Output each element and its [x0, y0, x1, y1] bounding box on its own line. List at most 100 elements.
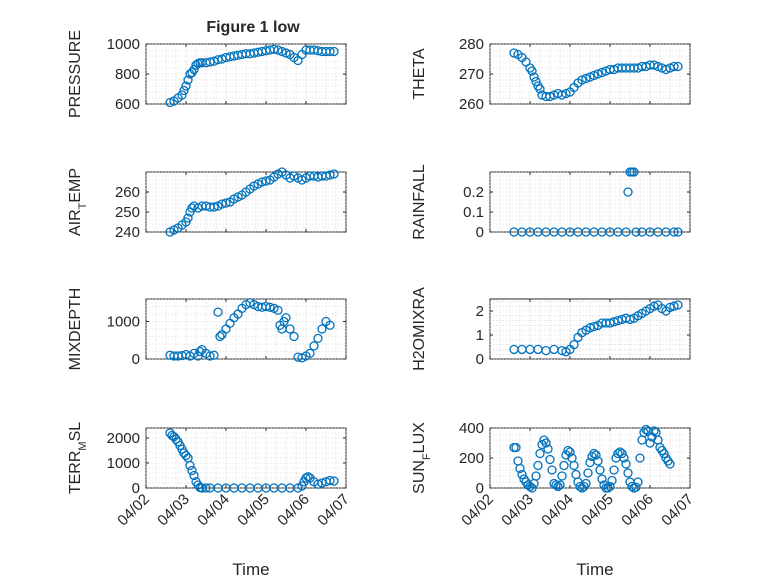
data-point — [665, 302, 675, 313]
data-point — [645, 438, 655, 448]
data-point — [595, 465, 605, 475]
data-point — [213, 307, 223, 317]
y-tick-label: 0.2 — [463, 184, 484, 201]
data-point — [649, 301, 659, 311]
y-tick-label: 1000 — [107, 314, 140, 331]
x-tick-label: 04/06 — [274, 491, 313, 530]
data-point — [221, 198, 231, 208]
data-point — [593, 69, 603, 79]
data-point — [527, 483, 537, 493]
data-point — [581, 478, 591, 489]
data-point — [529, 72, 539, 82]
data-point — [669, 61, 679, 72]
data-point — [547, 465, 557, 475]
y-tick-label: 260 — [115, 184, 140, 201]
data-point — [181, 81, 191, 91]
data-point — [557, 90, 567, 100]
y-tick-label: 280 — [459, 36, 484, 53]
y-tick-label: 0 — [132, 480, 140, 497]
data-point — [329, 46, 339, 57]
data-point — [265, 302, 275, 312]
data-point — [565, 447, 575, 457]
data-point — [261, 176, 271, 186]
data-point — [313, 333, 323, 344]
data-point — [297, 481, 307, 491]
x-tick-label: 04/03 — [498, 491, 537, 530]
data-point — [629, 167, 639, 177]
data-point — [189, 470, 199, 481]
data-point — [603, 483, 613, 493]
y-tick-label: 270 — [459, 66, 484, 83]
y-axis-label: RAINFALL — [411, 164, 428, 240]
data-point — [317, 478, 327, 488]
y-tick-label: 0 — [476, 351, 484, 368]
data-point — [581, 73, 591, 84]
data-point — [179, 85, 189, 96]
y-tick-label: 0.1 — [463, 204, 484, 221]
data-point — [277, 46, 287, 57]
data-point — [215, 331, 225, 342]
data-point — [303, 472, 313, 482]
data-point — [541, 438, 551, 448]
y-axis-label: SUNFLUX — [411, 422, 433, 494]
data-point — [309, 341, 319, 351]
data-point — [527, 66, 537, 76]
data-point — [535, 84, 545, 94]
data-point — [305, 348, 315, 359]
x-tick-label: 04/06 — [618, 491, 657, 530]
y-axis-label: PRESSURE — [67, 30, 84, 118]
y-axis-label: TERRMSL — [67, 422, 89, 494]
subplot-h2omixra: 0 1 2 H2OMIXRA — [411, 287, 691, 371]
x-axis-label-left: Time — [232, 560, 269, 579]
data-point — [181, 450, 191, 461]
data-point — [635, 453, 645, 463]
data-point — [205, 351, 215, 361]
data-point — [187, 465, 197, 476]
figure-title: Figure 1 low — [206, 19, 300, 36]
y-tick-label: 0 — [476, 480, 484, 497]
data-point — [281, 48, 291, 58]
data-point — [559, 460, 569, 471]
data-point — [209, 202, 219, 212]
x-tick-label: 04/07 — [314, 491, 353, 530]
data-point — [597, 474, 607, 484]
x-tick-label: 04/04 — [194, 491, 233, 530]
y-axis-label: AIRTEMP — [67, 168, 89, 236]
y-tick-label: 2 — [476, 303, 484, 320]
data-point — [273, 305, 283, 315]
data-point — [605, 481, 615, 492]
data-point — [563, 445, 573, 456]
data-point — [301, 473, 311, 483]
data-point — [325, 475, 335, 486]
data-point — [613, 448, 623, 459]
data-point — [669, 301, 679, 311]
data-point — [545, 454, 555, 465]
data-point — [673, 61, 683, 72]
data-point — [553, 481, 563, 492]
data-point — [281, 313, 291, 323]
subplot-rainfall: 0 0.1 0.2 RAINFALL — [411, 164, 691, 241]
data-point — [183, 213, 193, 223]
data-point — [325, 320, 335, 330]
data-point — [533, 460, 543, 471]
x-tick-label: 04/04 — [538, 491, 577, 530]
data-point — [545, 91, 555, 102]
data-point — [617, 448, 627, 459]
data-point — [569, 339, 579, 350]
y-tick-label: 2000 — [107, 430, 140, 447]
data-point — [201, 483, 211, 493]
data-point — [517, 469, 527, 480]
data-point — [609, 317, 619, 327]
data-point — [195, 346, 205, 357]
y-tick-label: 600 — [115, 96, 140, 113]
data-point — [589, 70, 599, 81]
data-point — [665, 459, 675, 469]
data-point — [193, 351, 203, 361]
y-tick-label: 1000 — [107, 455, 140, 472]
data-point — [509, 48, 519, 58]
data-point — [585, 72, 595, 82]
